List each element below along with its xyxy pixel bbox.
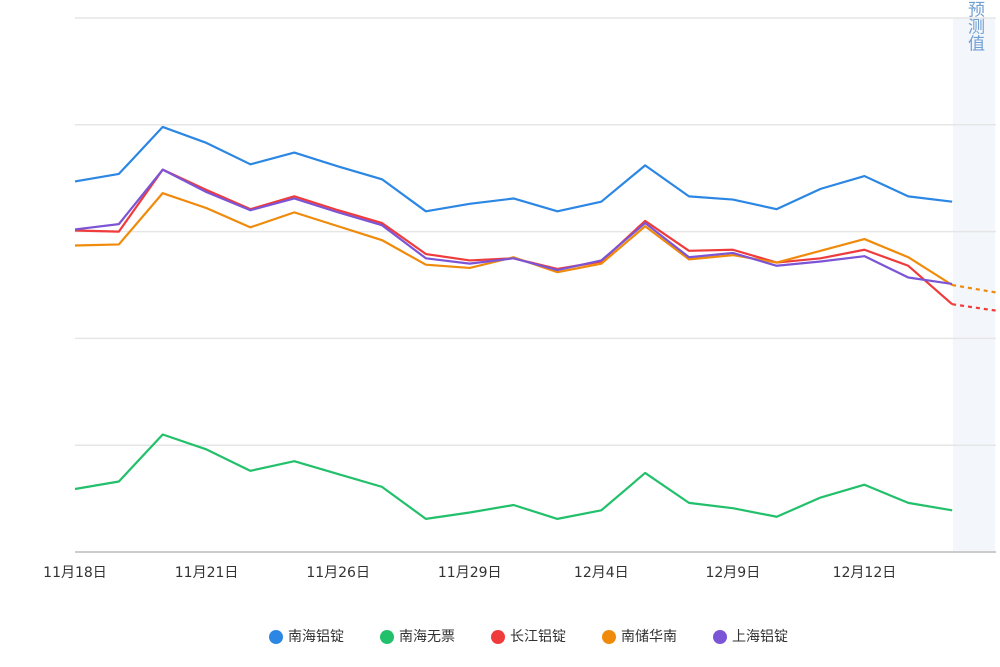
x-tick-label: 11月21日 <box>175 565 239 581</box>
legend-label: 南海无票 <box>399 629 455 645</box>
forecast-label: 预测值 <box>964 0 985 51</box>
series-line <box>74 125 953 213</box>
x-tick-label: 11月18日 <box>43 565 107 581</box>
legend-label: 长江铝锭 <box>510 629 566 645</box>
legend-marker <box>491 630 505 644</box>
legend-marker <box>269 630 283 644</box>
series-line <box>74 192 953 286</box>
forecast-region <box>953 18 995 552</box>
legend-label: 南海铝锭 <box>288 629 344 645</box>
x-tick-label: 12月9日 <box>705 565 760 581</box>
series-line <box>74 433 953 520</box>
x-tick-label: 11月29日 <box>438 565 502 581</box>
legend-label: 上海铝锭 <box>732 629 788 645</box>
legend-label: 南储华南 <box>621 629 677 645</box>
legend-marker <box>713 630 727 644</box>
x-tick-label: 12月4日 <box>574 565 629 581</box>
legend-marker <box>380 630 394 644</box>
x-tick-label: 11月26日 <box>306 565 370 581</box>
series-line <box>74 168 953 286</box>
x-tick-label: 12月12日 <box>833 565 897 581</box>
legend-marker <box>602 630 616 644</box>
